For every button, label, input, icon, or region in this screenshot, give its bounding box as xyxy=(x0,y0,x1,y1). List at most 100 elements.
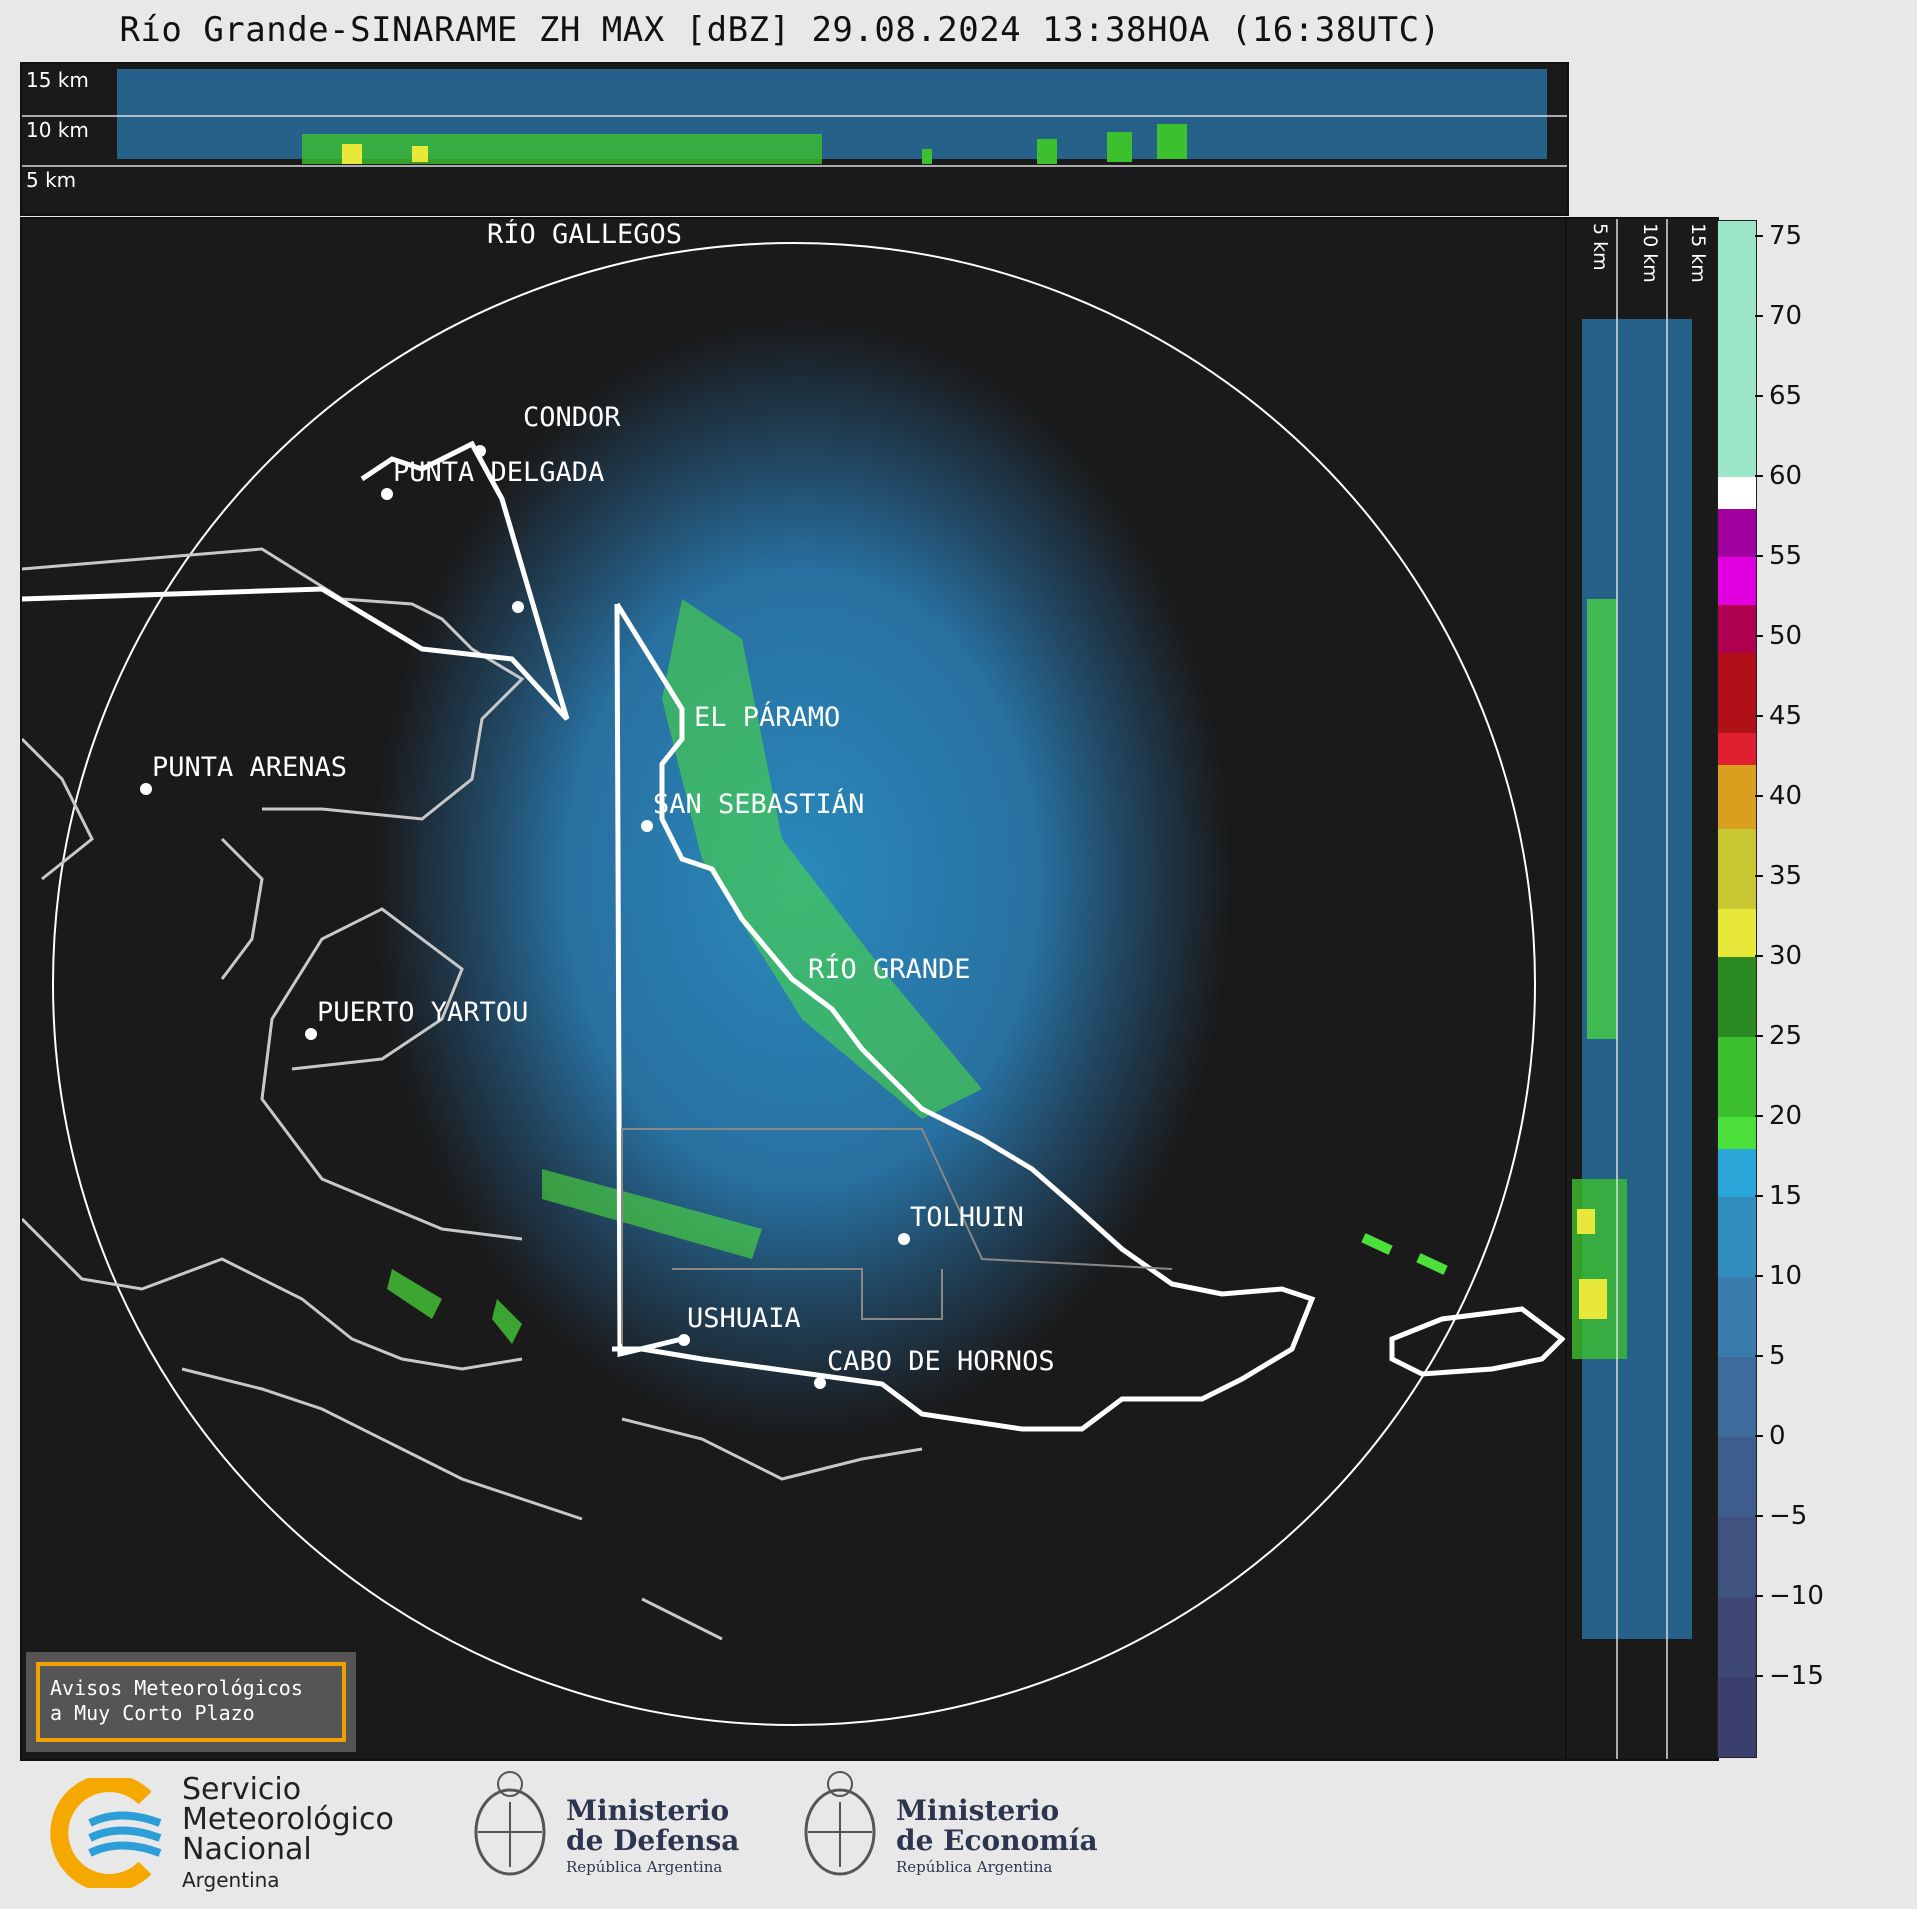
colorbar-tick-label: 35 xyxy=(1769,861,1803,891)
colorbar-tick-mark xyxy=(1755,635,1763,637)
colorbar-tick-label: 30 xyxy=(1769,941,1803,971)
colorbar-tick-mark xyxy=(1755,875,1763,877)
city-label-rio-gallegos: RÍO GALLEGOS xyxy=(487,219,683,250)
colorbar-band-11 xyxy=(1718,909,1756,957)
defensa-name: Ministerio de Defensa República Argentin… xyxy=(566,1796,739,1878)
city-label-condor: CONDOR xyxy=(523,402,621,433)
smn-line-4: Argentina xyxy=(182,1868,280,1892)
notice-line-1: Avisos Meteorológicos xyxy=(50,1676,303,1700)
colorbar-ticks: 75 70 65 60 55 50 45 40 35 30 25 20 15 10 5 0 −5 −10 −15 xyxy=(1755,220,1905,1756)
colorbar-tick-mark xyxy=(1755,1115,1763,1117)
colorbar-band-8 xyxy=(1718,1117,1756,1149)
colorbar-band-13 xyxy=(1718,765,1756,829)
colorbar-tick-label: 15 xyxy=(1769,1181,1803,1211)
colorbar-tick-mark xyxy=(1755,1595,1763,1597)
colorbar-band-20 xyxy=(1718,221,1756,477)
city-dot-cabo-de-hornos xyxy=(814,1377,826,1389)
colorbar-band-5 xyxy=(1718,1277,1756,1357)
colorbar-svg xyxy=(1718,221,1756,1757)
colorbar-tick-mark xyxy=(1755,395,1763,397)
colorbar-tick-mark xyxy=(1755,1035,1763,1037)
colorbar-band-10 xyxy=(1718,957,1756,1037)
colorbar-band-18 xyxy=(1718,509,1756,557)
smn-line-2: Meteorológico xyxy=(182,1802,394,1837)
colorbar-tick-label: −15 xyxy=(1769,1661,1824,1691)
colorbar-band-19 xyxy=(1718,477,1756,509)
colorbar-tick-label: −5 xyxy=(1769,1501,1808,1531)
colorbar-band-0 xyxy=(1718,1677,1756,1757)
city-dot-punta-arenas xyxy=(140,783,152,795)
colorbar-tick-mark xyxy=(1755,475,1763,477)
colorbar-band-12 xyxy=(1718,829,1756,909)
city-label-punta-arenas: PUNTA ARENAS xyxy=(152,752,348,783)
colorbar-tick-mark xyxy=(1755,715,1763,717)
city-label-rio-grande: RÍO GRANDE xyxy=(808,954,971,985)
economia-line-3: República Argentina xyxy=(896,1858,1053,1876)
colorbar-tick-mark xyxy=(1755,555,1763,557)
colorbar xyxy=(1717,220,1757,1758)
smn-line-3: Nacional xyxy=(182,1832,312,1867)
economia-line-1: Ministerio xyxy=(896,1794,1060,1827)
city-dot-condor xyxy=(512,601,524,613)
city-label-cabo-de-hornos: CABO DE HORNOS xyxy=(827,1346,1055,1377)
chart-title: Río Grande-SINARAME ZH MAX [dBZ] 29.08.2… xyxy=(119,10,1441,50)
colorbar-tick-mark xyxy=(1755,235,1763,237)
colorbar-tick-mark xyxy=(1755,1275,1763,1277)
defensa-line-3: República Argentina xyxy=(566,1858,723,1876)
colorbar-band-3 xyxy=(1718,1437,1756,1517)
colorbar-tick-label: 40 xyxy=(1769,781,1803,811)
economia-name: Ministerio de Economía República Argenti… xyxy=(896,1796,1098,1878)
city-label-punta-delgada: PUNTA DELGADA xyxy=(393,457,605,488)
colorbar-band-1 xyxy=(1718,1597,1756,1677)
colorbar-band-4 xyxy=(1718,1357,1756,1437)
defensa-line-1: Ministerio xyxy=(566,1794,730,1827)
colorbar-tick-label: 0 xyxy=(1769,1421,1786,1451)
defensa-seal-icon xyxy=(474,1771,546,1876)
side-height-label-10: 10 km xyxy=(1639,223,1661,283)
defensa-line-2: de Defensa xyxy=(566,1824,740,1857)
side-height-label-5: 5 km xyxy=(1589,223,1611,271)
colorbar-tick-label: 55 xyxy=(1769,541,1803,571)
city-dot-tolhuin xyxy=(898,1233,910,1245)
notice-line-2: a Muy Corto Plazo xyxy=(50,1701,255,1725)
colorbar-band-6 xyxy=(1718,1197,1756,1277)
notice-box: Avisos Meteorológicos a Muy Corto Plazo xyxy=(26,1652,356,1752)
top-cross-section-svg xyxy=(22,69,1567,167)
top-cross-section-echo xyxy=(117,69,1547,164)
colorbar-tick-mark xyxy=(1755,1355,1763,1357)
city-label-ushuaia: USHUAIA xyxy=(687,1303,801,1334)
city-label-puerto-yartou: PUERTO YARTOU xyxy=(317,997,529,1028)
colorbar-band-2 xyxy=(1718,1517,1756,1597)
side-cross-section-echo xyxy=(1572,319,1692,1639)
city-dot-puerto-yartou xyxy=(305,1028,317,1040)
borders xyxy=(22,440,1566,1432)
colorbar-tick-label: 25 xyxy=(1769,1021,1803,1051)
colorbar-band-15 xyxy=(1718,653,1756,733)
colorbar-tick-mark xyxy=(1755,1515,1763,1517)
top-height-label-10: 10 km xyxy=(26,118,89,142)
side-cross-section-panel: 5 km 10 km 15 km xyxy=(1565,217,1719,1761)
radar-map-svg xyxy=(22,242,1566,1726)
colorbar-tick-label: 5 xyxy=(1769,1341,1786,1371)
smn-name: Servicio Meteorológico Nacional Argentin… xyxy=(182,1775,394,1895)
side-height-label-15: 15 km xyxy=(1687,223,1709,283)
colorbar-band-14 xyxy=(1718,733,1756,765)
colorbar-tick-label: 45 xyxy=(1769,701,1803,731)
colorbar-tick-mark xyxy=(1755,315,1763,317)
colorbar-tick-label: 10 xyxy=(1769,1261,1803,1291)
colorbar-tick-label: 65 xyxy=(1769,381,1803,411)
colorbar-tick-mark xyxy=(1755,1675,1763,1677)
economia-line-2: de Economía xyxy=(896,1824,1098,1857)
city-dot-rio-gallegos xyxy=(474,445,486,457)
radar-map-panel: RÍO GALLEGOS CONDOR PUNTA DELGADA EL PÁR… xyxy=(20,217,1569,1761)
colorbar-tick-label: 50 xyxy=(1769,621,1803,651)
colorbar-tick-label: −10 xyxy=(1769,1581,1824,1611)
colorbar-band-17 xyxy=(1718,557,1756,605)
colorbar-tick-mark xyxy=(1755,955,1763,957)
city-label-el-paramo: EL PÁRAMO xyxy=(694,702,841,733)
smn-logo xyxy=(50,1778,162,1888)
colorbar-band-9 xyxy=(1718,1037,1756,1117)
coastlines xyxy=(22,547,923,1641)
colorbar-tick-label: 75 xyxy=(1769,221,1803,251)
top-height-label-5: 5 km xyxy=(26,168,77,192)
